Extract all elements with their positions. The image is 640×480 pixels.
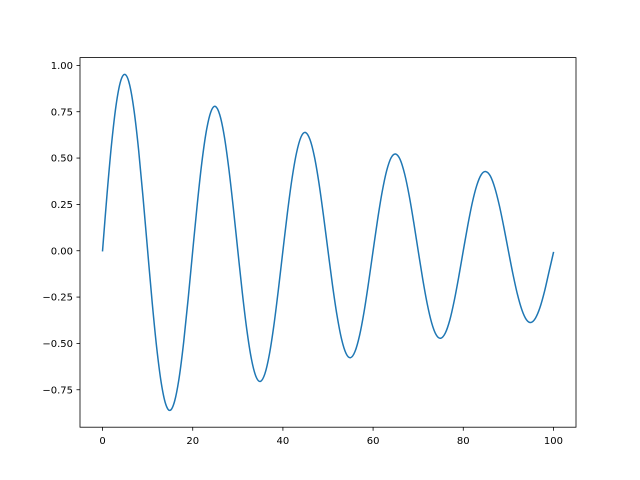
x-tick-label: 80 (457, 436, 470, 447)
y-tick-label: −0.25 (42, 293, 73, 304)
x-tick-label: 60 (367, 436, 380, 447)
y-tick-label: 1.00 (51, 61, 73, 72)
y-tick-label: −0.50 (42, 339, 73, 350)
series-line-0 (101, 73, 555, 412)
plot-lines (101, 73, 555, 412)
x-tick-label: 20 (186, 436, 199, 447)
axes-frame (79, 57, 577, 428)
x-tick-label: 0 (99, 436, 105, 447)
x-tick-label: 100 (544, 436, 563, 447)
y-tick-label: 0.00 (51, 246, 73, 257)
y-tick-label: −0.75 (42, 385, 73, 396)
y-tick-label: 0.25 (51, 200, 73, 211)
y-tick-label: 0.50 (51, 154, 73, 165)
y-tick-label: 0.75 (51, 107, 73, 118)
x-tick-label: 40 (277, 436, 290, 447)
x-axis: 0 20 40 60 80 100 (99, 427, 563, 447)
y-axis: −0.75 −0.50 −0.25 0.00 0.25 0.50 0.75 1.00 (42, 61, 80, 396)
